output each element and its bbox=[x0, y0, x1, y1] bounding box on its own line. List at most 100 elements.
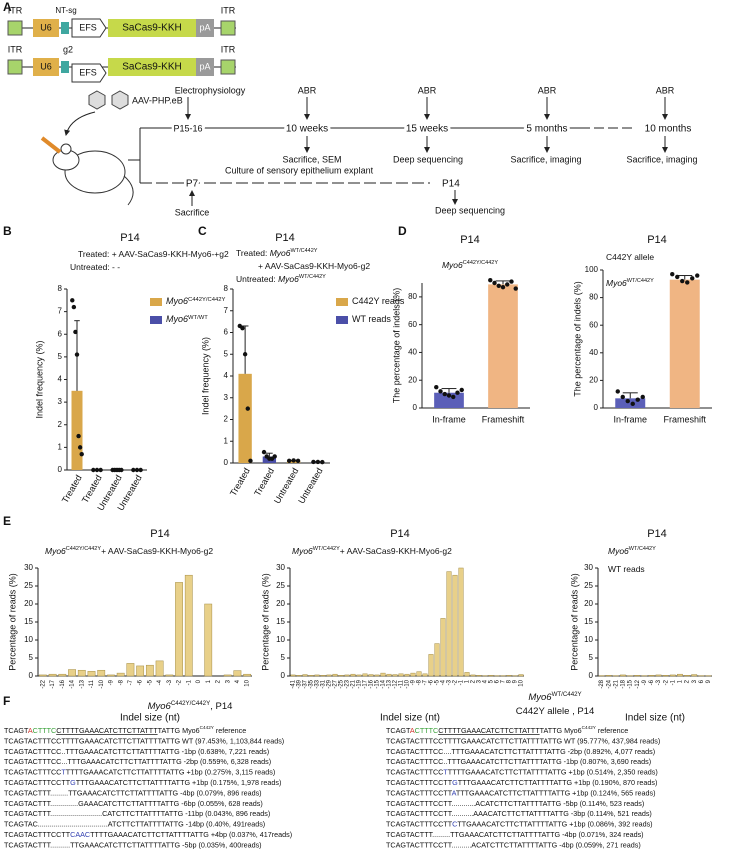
text-part: TTTTGAAACATCTTCTTATTTTATTG +1bp (0.275%,… bbox=[66, 768, 275, 777]
y-tick-label: 30 bbox=[584, 563, 593, 572]
data-point bbox=[98, 467, 103, 473]
x-tick-label: 2 bbox=[216, 679, 222, 683]
rich-text: WT reads bbox=[608, 564, 645, 574]
data-point bbox=[451, 394, 456, 400]
data-point bbox=[496, 283, 501, 288]
bar bbox=[58, 673, 67, 677]
bar bbox=[398, 673, 404, 677]
text-part: T bbox=[61, 768, 66, 777]
y-tick-label: 20 bbox=[408, 375, 417, 384]
bar bbox=[422, 673, 428, 677]
bar bbox=[434, 392, 464, 408]
rich-text: TCAGTACTTTCCTTTTGAAACATCTTCTTATTTTATTG W… bbox=[4, 736, 284, 745]
text-part: C442Y bbox=[582, 725, 596, 730]
panel-label: F bbox=[3, 694, 10, 708]
x-tick-label: -6 bbox=[138, 679, 144, 685]
text-part: reference bbox=[596, 726, 628, 735]
x-tick-label: -9 bbox=[411, 679, 417, 685]
y-axis-label: The percentage of indels (%) bbox=[391, 288, 401, 404]
chart-title: P14 bbox=[275, 232, 295, 244]
rich-text: TCAGTACTTTCCTTTTGAAACATCTTCTTATTTTATTG M… bbox=[4, 725, 246, 735]
bar bbox=[605, 675, 612, 677]
text-part: TATTG Myo6 bbox=[158, 726, 200, 735]
label: Culture of sensory epithelium explant bbox=[225, 165, 374, 175]
text-part: C bbox=[452, 820, 457, 829]
virus-icon bbox=[111, 90, 129, 110]
bar bbox=[223, 674, 232, 677]
bar bbox=[126, 663, 135, 677]
rich-text: Myo6C442Y/C442Y, P14 bbox=[148, 700, 233, 712]
text-part: TCAGTACTTTCCTT...........AAACATCTTCTTATT… bbox=[386, 809, 652, 818]
x-tick-label: -13 bbox=[79, 679, 85, 688]
y-axis-label: Indel frequency (%) bbox=[34, 340, 44, 418]
bar bbox=[116, 672, 125, 677]
label: P15-16 bbox=[173, 123, 202, 133]
label: g2 bbox=[63, 44, 73, 54]
data-point bbox=[311, 459, 316, 465]
y-tick-label: 4 bbox=[224, 371, 229, 380]
label: 15 weeks bbox=[406, 124, 448, 135]
data-point bbox=[131, 467, 136, 473]
x-tick-label: -25 bbox=[339, 679, 345, 688]
bar bbox=[440, 618, 446, 677]
mouse-ear bbox=[60, 143, 72, 155]
text-part: A bbox=[28, 726, 33, 735]
x-tick-label: -13 bbox=[387, 679, 393, 688]
rich-text: Myo6WT/C442Y bbox=[608, 546, 656, 556]
x-tick-label: -11 bbox=[89, 679, 95, 688]
bar bbox=[655, 674, 662, 677]
x-tick-label: 3 bbox=[692, 679, 698, 683]
y-tick-label: 1 bbox=[58, 442, 63, 451]
x-tick-label: 0 bbox=[196, 679, 202, 683]
y-tick-label: 30 bbox=[24, 563, 33, 572]
y-tick-label: 40 bbox=[408, 348, 417, 357]
x-axis-label: Indel size (nt) bbox=[120, 713, 180, 724]
x-tick-label: -19 bbox=[357, 679, 363, 688]
x-tick-label: -15 bbox=[375, 679, 381, 688]
text-part: C442Y/C442Y bbox=[66, 546, 102, 552]
x-tick-label: -5 bbox=[435, 679, 441, 685]
bar bbox=[470, 674, 476, 677]
y-axis-label: Percentage of reads (%) bbox=[7, 573, 17, 671]
x-tick-label: -11 bbox=[399, 679, 405, 688]
label: ITR bbox=[8, 44, 23, 54]
x-tick-label: 1 bbox=[678, 679, 684, 683]
chart-title: P14 bbox=[390, 528, 410, 540]
label: NT-sg bbox=[55, 6, 76, 15]
chart-title: P14 bbox=[150, 528, 170, 540]
y-tick-label: 2 bbox=[224, 415, 229, 424]
bar bbox=[302, 674, 308, 677]
text-part: TATTG Myo6 bbox=[540, 726, 582, 735]
rich-text: Myo6WT/C442Y bbox=[606, 278, 654, 288]
x-tick-label: 4 bbox=[235, 679, 241, 683]
bar bbox=[68, 669, 76, 677]
label: ABR bbox=[538, 85, 557, 95]
text-part: WT reads bbox=[608, 564, 645, 574]
y-tick-label: 0 bbox=[224, 458, 229, 467]
bar bbox=[464, 672, 470, 677]
x-tick-label: -12 bbox=[635, 679, 641, 688]
rich-text: TCAGTACTTTCCTTCTTGAAACATCTTCTTATTTTATTG … bbox=[386, 820, 653, 829]
chart-title: P14 bbox=[647, 528, 667, 540]
bar bbox=[404, 673, 410, 677]
text-part: Myo6 bbox=[608, 546, 629, 556]
x-tick-label: -12 bbox=[393, 679, 399, 688]
text-part: Myo6 bbox=[278, 274, 299, 284]
data-point bbox=[119, 467, 124, 473]
bar bbox=[476, 675, 482, 677]
label: Deep sequencing bbox=[435, 205, 505, 215]
x-tick-label: 9 bbox=[706, 679, 712, 683]
bar bbox=[488, 284, 518, 408]
data-point bbox=[615, 389, 620, 394]
data-point bbox=[680, 278, 685, 284]
x-tick-label: -21 bbox=[351, 679, 357, 688]
rich-text: TCAGTACTTTCC..TTTGAAACATCTTCTTATTTTATTG … bbox=[4, 747, 269, 756]
label: pA bbox=[199, 22, 210, 32]
label: SaCas9-KKH bbox=[122, 23, 181, 34]
label: Deep sequencing bbox=[393, 154, 463, 164]
y-tick-label: 0 bbox=[413, 403, 418, 412]
data-point bbox=[240, 325, 245, 331]
text-part: Myo6 bbox=[606, 278, 627, 288]
y-tick-label: 2 bbox=[58, 420, 63, 429]
